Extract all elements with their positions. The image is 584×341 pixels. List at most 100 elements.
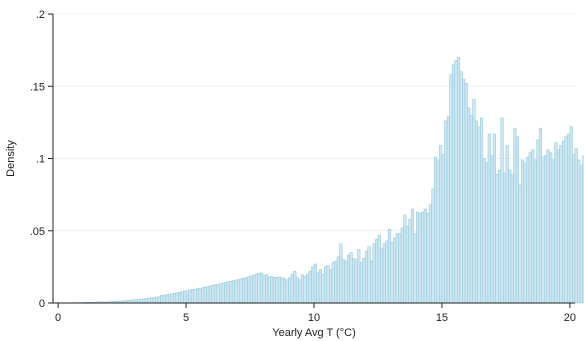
y-tick-label: .05 bbox=[30, 226, 45, 238]
histogram-bar bbox=[405, 226, 409, 304]
histogram-bar bbox=[359, 262, 363, 304]
histogram-bar bbox=[515, 136, 519, 304]
x-axis-ticks: 0 5 10 15 20 bbox=[55, 303, 576, 324]
histogram-bar bbox=[134, 299, 138, 304]
histogram-bar bbox=[354, 259, 358, 304]
histogram-bar bbox=[285, 279, 289, 304]
histogram-bar bbox=[421, 211, 425, 304]
histogram-bar bbox=[510, 174, 514, 304]
histogram-bar bbox=[352, 257, 356, 304]
histogram-bar bbox=[551, 159, 555, 304]
histogram-bar bbox=[147, 297, 151, 304]
histogram-bar bbox=[137, 299, 141, 304]
histogram-bar bbox=[364, 250, 368, 304]
histogram-bar bbox=[367, 246, 371, 304]
x-tick-label: 20 bbox=[564, 312, 576, 324]
histogram-bar bbox=[254, 274, 258, 304]
histogram-bar bbox=[234, 279, 238, 304]
histogram-bar bbox=[160, 295, 164, 304]
histogram-bar bbox=[313, 263, 317, 304]
histogram-bar bbox=[244, 277, 248, 304]
histogram-bar bbox=[408, 218, 412, 304]
x-tick-label: 10 bbox=[308, 312, 320, 324]
histogram-bar bbox=[526, 156, 530, 304]
histogram-bar bbox=[446, 116, 450, 304]
histogram-bar bbox=[451, 64, 455, 304]
histogram-bar bbox=[349, 252, 353, 304]
y-tick-label: .1 bbox=[36, 154, 45, 166]
histogram-bar bbox=[418, 213, 422, 304]
histogram-bar bbox=[398, 233, 402, 304]
x-axis-label: Yearly Avg T (°C) bbox=[272, 327, 355, 339]
histogram-bar bbox=[467, 107, 471, 304]
histogram-bar bbox=[318, 269, 322, 304]
histogram-bar bbox=[201, 287, 205, 304]
histogram-bar bbox=[362, 257, 366, 304]
histogram-bar bbox=[303, 276, 307, 304]
histogram-bar bbox=[216, 284, 220, 304]
histogram-bar bbox=[316, 272, 320, 304]
histogram-bar bbox=[260, 272, 264, 304]
histogram-bar bbox=[208, 285, 212, 304]
histogram-bar bbox=[482, 158, 486, 304]
histogram-bar bbox=[462, 78, 466, 304]
histogram-bar bbox=[321, 273, 325, 304]
histogram-bar bbox=[262, 275, 266, 304]
histogram-bar bbox=[242, 277, 246, 304]
histogram-bar bbox=[416, 211, 420, 304]
x-tick-label: 5 bbox=[183, 312, 189, 324]
histogram-bar bbox=[434, 156, 438, 304]
histogram-bar bbox=[221, 282, 225, 304]
histogram-bar bbox=[277, 276, 281, 304]
histogram-bar bbox=[380, 247, 384, 304]
histogram-bar bbox=[290, 273, 294, 304]
histogram-bar bbox=[531, 149, 535, 304]
histogram-bar bbox=[564, 136, 568, 304]
histogram-bar bbox=[457, 57, 461, 304]
histogram-bar bbox=[538, 127, 542, 304]
histogram-bar bbox=[518, 184, 522, 304]
histogram-bar bbox=[503, 172, 507, 304]
histogram-bar bbox=[170, 293, 174, 304]
histogram-bar bbox=[198, 288, 202, 304]
x-tick-label: 15 bbox=[436, 312, 448, 324]
histogram-bar bbox=[490, 155, 494, 304]
histogram-bar bbox=[377, 234, 381, 304]
histogram-bar bbox=[224, 282, 228, 304]
histogram-bar bbox=[574, 148, 578, 304]
histogram-bar bbox=[477, 126, 481, 304]
histogram-bar bbox=[536, 139, 540, 304]
histogram-bar bbox=[441, 153, 445, 304]
histogram-bar bbox=[336, 256, 340, 304]
histogram-bar bbox=[239, 278, 243, 304]
histogram-bar bbox=[139, 298, 143, 304]
histogram-bar bbox=[193, 289, 197, 304]
y-tick-label: 0 bbox=[39, 298, 45, 310]
histogram-bar bbox=[270, 276, 274, 304]
histogram-bar bbox=[428, 204, 432, 304]
histogram-bar bbox=[382, 243, 386, 304]
histogram-bar bbox=[247, 276, 251, 304]
histogram-bar bbox=[167, 293, 171, 304]
y-tick-label: .15 bbox=[30, 81, 45, 93]
histogram-bar bbox=[257, 273, 261, 304]
histogram-bar bbox=[298, 279, 302, 304]
histogram-bar bbox=[387, 229, 392, 304]
histogram-bar bbox=[185, 290, 189, 304]
histogram-bar bbox=[231, 280, 235, 304]
histogram-bar bbox=[395, 233, 399, 304]
histogram-bar bbox=[288, 277, 292, 304]
histogram-bar bbox=[474, 120, 479, 304]
histogram-bar bbox=[439, 145, 443, 304]
histogram-bar bbox=[459, 71, 463, 304]
histogram-bar bbox=[449, 74, 453, 304]
histogram-bar bbox=[300, 274, 305, 304]
histogram-bar bbox=[149, 297, 154, 304]
y-axis-label: Density bbox=[5, 140, 17, 177]
histogram-bar bbox=[436, 159, 440, 304]
histogram-bar bbox=[569, 126, 573, 304]
histogram-bar bbox=[213, 284, 218, 304]
histogram-bar bbox=[155, 296, 159, 304]
histogram-bar bbox=[183, 290, 187, 304]
histogram-bar bbox=[567, 133, 571, 304]
